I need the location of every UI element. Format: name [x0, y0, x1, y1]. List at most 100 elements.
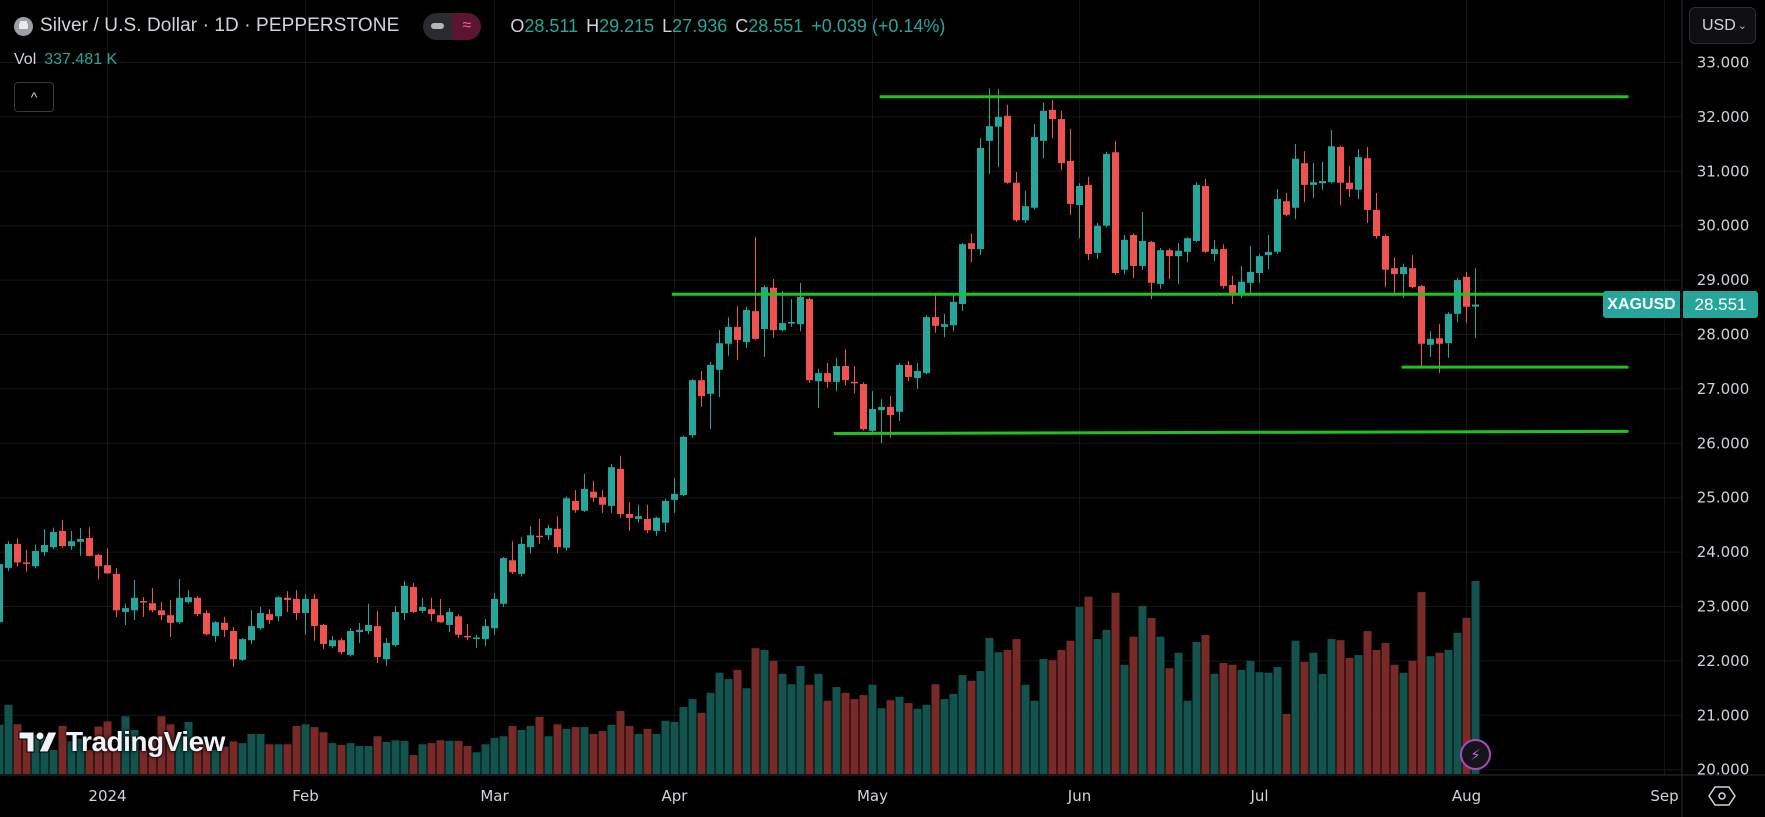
candle-down [1058, 119, 1065, 164]
candle-down [167, 615, 174, 623]
candle-down [230, 630, 237, 660]
volume-bar [841, 692, 850, 774]
volume-bar [1264, 672, 1273, 774]
candle-up [797, 296, 804, 325]
volume-bar [1390, 664, 1399, 774]
volume-bar [1210, 673, 1219, 774]
candle-up [185, 597, 192, 603]
volume-bar [1174, 652, 1183, 774]
price-tick-label: 28.000 [1697, 326, 1750, 344]
candle-down [752, 311, 759, 339]
candle-up [356, 629, 363, 633]
candle-down [509, 560, 516, 573]
candle-up [248, 626, 255, 641]
volume-bar [1471, 581, 1480, 774]
candle-down [1166, 250, 1173, 257]
candle-up [122, 608, 129, 612]
volume-bar [1183, 700, 1192, 774]
candle-up [815, 373, 822, 382]
symbol-title[interactable]: Silver / U.S. Dollar · 1D · PEPPERSTONE [40, 15, 400, 36]
price-tick-label: 22.000 [1697, 652, 1750, 670]
currency-select[interactable]: USD ⌄ [1689, 7, 1756, 44]
horizontal-levels[interactable] [671, 95, 1629, 436]
volume-bar [679, 707, 688, 774]
candle-down [932, 317, 939, 326]
candle-up [392, 611, 399, 646]
volume-bar [1066, 640, 1075, 774]
candle-down [86, 537, 93, 556]
candle-up [995, 116, 1002, 127]
candle-up [482, 626, 489, 640]
candle-down [149, 603, 156, 611]
candle-down [599, 497, 606, 505]
candle-up [761, 287, 768, 330]
candle-down [554, 528, 561, 548]
volume-bar [382, 741, 391, 774]
volume-legend[interactable]: Vol 337.481 K [14, 51, 117, 69]
candle-up [500, 558, 507, 604]
candle-up [1094, 225, 1101, 253]
volume-bar [832, 687, 841, 774]
volume-bar [328, 743, 337, 774]
volume-bar [490, 737, 499, 774]
price-axis[interactable]: 33.000 32.000 31.000 30.000 29.000 28.000 27.0… [1697, 54, 1750, 779]
candle-down [203, 613, 210, 635]
candle-down [104, 565, 111, 574]
candle-up [779, 323, 786, 331]
volume-bar [1345, 657, 1354, 774]
chart-settings-button[interactable] [1708, 783, 1736, 809]
volume-bar [301, 724, 310, 774]
candle-up [878, 406, 885, 411]
candle-up [896, 364, 903, 412]
volume-bar [229, 741, 238, 774]
volume-bar [796, 665, 805, 774]
volume-bar [823, 700, 832, 774]
candle-down [842, 366, 849, 381]
candle-up [401, 585, 408, 614]
candle-up [914, 370, 921, 379]
candle-down [1085, 184, 1092, 254]
volume-bar [1282, 713, 1291, 774]
volume-bar [454, 740, 463, 774]
candle-down [194, 597, 201, 615]
lightning-button[interactable]: ⚡ [1460, 739, 1491, 770]
candle-up [1454, 280, 1461, 314]
candle-up [833, 366, 840, 382]
volume-bar [355, 745, 364, 774]
volume-bar [220, 746, 229, 774]
candle-down [14, 543, 21, 563]
volume-bar [1318, 673, 1327, 774]
candle-up [743, 310, 750, 343]
collapse-legend-button[interactable]: ^ [14, 82, 54, 112]
volume-bar [391, 740, 400, 774]
volume-bar [1219, 663, 1228, 774]
tradingview-logo[interactable]: TradingView [17, 726, 225, 757]
candle-up [1157, 250, 1164, 284]
candle-down [1148, 242, 1155, 283]
time-axis[interactable]: 2024 Feb Mar Apr May Jun Jul Aug Sep [88, 787, 1678, 805]
candle-down [140, 601, 147, 603]
market-status-toggle[interactable]: ≈ [423, 12, 482, 40]
volume-bar [31, 735, 40, 774]
volume-bar [1030, 700, 1039, 774]
change-value: +0.039 (+0.14%) [811, 15, 946, 36]
price-tick-label: 33.000 [1697, 54, 1750, 72]
volume-bar [1084, 596, 1093, 774]
volume-bar [400, 740, 409, 774]
candle-up [1121, 239, 1128, 270]
volume-bar [1165, 668, 1174, 774]
candle-up [446, 611, 453, 625]
volume-bar [76, 738, 85, 774]
candle-up [1031, 137, 1038, 208]
close-value: 28.551 [748, 15, 804, 36]
volume-bar [742, 688, 751, 774]
volume-bar [139, 749, 148, 774]
candle-down [806, 299, 813, 381]
volume-bar [1138, 605, 1147, 774]
volume-bar [1147, 617, 1156, 774]
chevron-up-icon: ^ [30, 89, 38, 105]
volume-bar [238, 743, 247, 774]
candle-down [338, 640, 345, 653]
volume-bar [418, 744, 427, 774]
